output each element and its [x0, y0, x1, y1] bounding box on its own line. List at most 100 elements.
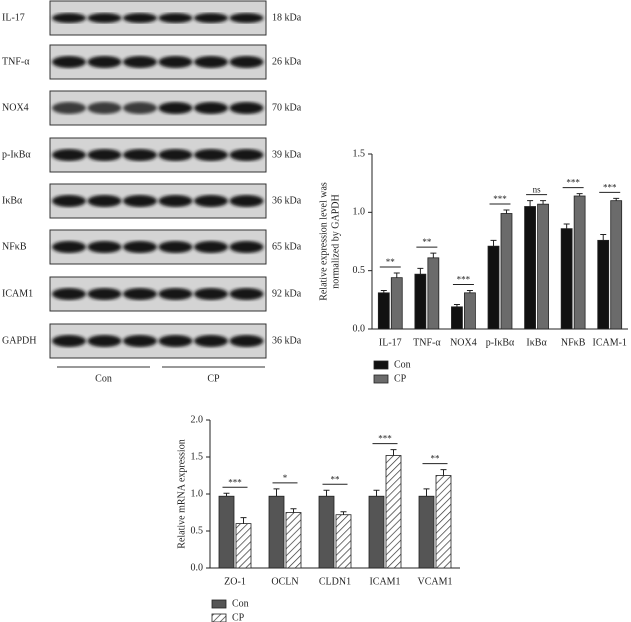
blot-band [87, 13, 122, 23]
blot-band [123, 288, 157, 300]
legend-label: CP [394, 373, 407, 384]
blot-band [52, 56, 86, 68]
bar [500, 213, 513, 330]
y-tick-label: 0.5 [353, 265, 366, 276]
significance-label: ** [422, 237, 432, 247]
blot-band [52, 195, 86, 207]
group-label: CP [207, 373, 220, 384]
error-bar [240, 517, 247, 524]
y-tick-label: 1.0 [353, 207, 366, 218]
blot-band [87, 56, 122, 68]
protein-label: TNF-α [2, 56, 30, 67]
bar [285, 512, 302, 569]
bar [268, 495, 285, 569]
x-tick-label: IL-17 [379, 337, 402, 348]
blot-band [123, 149, 157, 161]
blot-band [194, 288, 228, 300]
significance-label: * [283, 473, 288, 483]
x-tick-label: NFκB [561, 337, 586, 348]
y-tick-label: 1.0 [191, 488, 204, 499]
bar [610, 200, 623, 330]
blot-band [87, 335, 122, 347]
blot-band [123, 13, 157, 23]
blot-band [194, 56, 228, 68]
bar [451, 306, 463, 330]
y-tick-label: 2.0 [191, 414, 204, 425]
error-bar [600, 234, 607, 241]
x-tick-label: OCLN [271, 576, 298, 587]
x-tick-label: TNF-α [413, 337, 441, 348]
protein-label: NOX4 [2, 102, 29, 113]
bar [464, 292, 476, 330]
blot-band [87, 102, 122, 114]
kda-label: 26 kDa [272, 56, 302, 67]
significance-label: *** [228, 477, 242, 487]
blot-band [123, 102, 157, 114]
blot-band [158, 241, 193, 253]
protein-label: IL-17 [2, 12, 25, 23]
blot-band [123, 56, 157, 68]
blot-band [229, 102, 264, 114]
x-tick-label: NOX4 [450, 337, 477, 348]
kda-label: 92 kDa [272, 288, 302, 299]
bar [235, 523, 252, 569]
bar [390, 277, 403, 330]
legend-swatch [211, 613, 227, 622]
kda-label: 36 kDa [272, 335, 302, 346]
blot-band [87, 241, 122, 253]
y-axis-label: normalized by GAPDH [330, 194, 341, 288]
legend-label: Con [232, 598, 249, 609]
blot-band [123, 335, 157, 347]
bar [435, 475, 452, 569]
error-bar [390, 449, 397, 456]
bar [385, 455, 402, 569]
blot-band [87, 195, 122, 207]
blot-band [158, 195, 193, 207]
error-bar [540, 200, 547, 205]
error-bar [490, 239, 497, 247]
error-bar [323, 489, 330, 497]
blot-band [52, 102, 86, 114]
significance-label: *** [378, 434, 392, 444]
protein-label: IκBα [2, 195, 23, 206]
blot-band [158, 13, 193, 23]
y-tick-label: 1.5 [353, 148, 366, 159]
x-tick-label: VCAM1 [417, 576, 452, 587]
error-bar [503, 209, 510, 214]
error-bar [576, 193, 583, 196]
blot-band [52, 149, 86, 161]
legend-swatch [373, 374, 389, 384]
bar [487, 245, 500, 330]
kda-label: 18 kDa [272, 12, 302, 23]
x-tick-label: ICAM1 [369, 576, 400, 587]
blot-band [52, 335, 86, 347]
blot-band [194, 13, 228, 23]
x-tick-label: p-IκBα [486, 337, 515, 348]
bar [537, 203, 549, 330]
blot-band [158, 288, 193, 300]
error-bar [340, 511, 347, 515]
blot-band [194, 102, 228, 114]
legend-swatch [211, 599, 227, 609]
y-tick-label: 1.5 [191, 451, 204, 462]
bar [414, 273, 427, 330]
significance-label: *** [457, 275, 471, 285]
error-bar [430, 252, 437, 258]
significance-label: *** [603, 182, 617, 192]
y-tick-label: 0.5 [191, 525, 204, 536]
error-bar [273, 488, 280, 497]
significance-label: ** [431, 454, 441, 464]
error-bar [613, 197, 620, 201]
error-bar [373, 489, 380, 497]
error-bar [417, 267, 424, 275]
bar [335, 514, 352, 569]
blot-band [158, 102, 193, 114]
blot-band [52, 288, 86, 300]
blot-band [158, 149, 193, 161]
bar [427, 257, 440, 330]
blot-band [194, 241, 228, 253]
significance-label: ns [533, 185, 542, 195]
bar [573, 195, 586, 330]
group-label: Con [95, 373, 112, 384]
